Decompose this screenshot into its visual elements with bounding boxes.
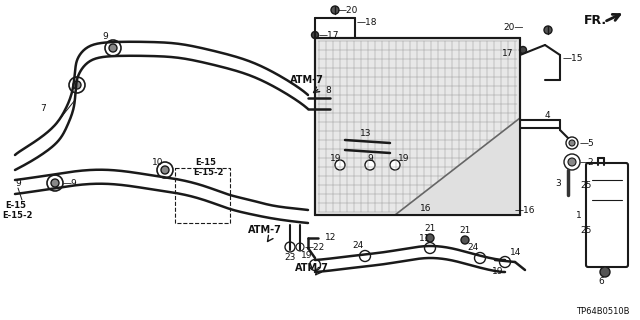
Text: 25: 25 [580,226,591,235]
Circle shape [568,158,576,166]
Circle shape [365,160,375,170]
Text: —9: —9 [63,179,77,188]
Text: —20: —20 [338,5,358,14]
Text: E-15: E-15 [5,201,26,210]
Text: 13: 13 [360,129,371,138]
Text: 9: 9 [367,154,373,163]
Text: ATM-7: ATM-7 [290,75,324,85]
Text: 19: 19 [330,154,342,163]
Text: —16: —16 [515,205,536,214]
Text: 9: 9 [102,31,108,41]
Text: 24: 24 [467,243,479,252]
Text: 7: 7 [40,103,45,113]
Text: 6: 6 [598,277,604,286]
Text: —5: —5 [580,139,595,148]
Circle shape [51,179,59,187]
Circle shape [426,234,434,242]
Circle shape [296,243,304,251]
Text: 19: 19 [301,251,313,260]
Circle shape [47,175,63,191]
Text: —17: —17 [319,30,339,39]
Circle shape [544,26,552,34]
Text: FR.: FR. [584,13,607,27]
Text: E-15: E-15 [195,157,216,166]
Text: E-15-2: E-15-2 [193,167,223,177]
Text: 21: 21 [459,226,470,235]
Text: 1: 1 [576,211,582,220]
Text: 25: 25 [580,180,591,189]
Text: E-15-2: E-15-2 [2,211,33,220]
Circle shape [161,166,169,174]
Circle shape [600,267,610,277]
Circle shape [335,160,345,170]
Circle shape [157,162,173,178]
Text: 23: 23 [284,253,296,262]
Circle shape [505,203,515,213]
Circle shape [424,243,435,253]
Text: —22: —22 [305,243,325,252]
Circle shape [109,44,117,52]
Polygon shape [315,38,520,215]
Polygon shape [395,118,520,215]
Text: —18: —18 [357,18,378,27]
FancyBboxPatch shape [586,163,628,267]
Text: —2: —2 [580,157,595,166]
Circle shape [312,31,319,38]
Text: 9: 9 [15,179,21,188]
Text: 12: 12 [325,233,337,242]
Text: ATM-7: ATM-7 [295,263,329,273]
Circle shape [69,77,85,93]
Circle shape [390,160,400,170]
Circle shape [564,154,580,170]
Text: 19: 19 [492,268,504,276]
Text: 8: 8 [325,85,331,94]
Circle shape [310,260,321,270]
Circle shape [566,137,578,149]
Text: 20—: 20— [504,22,524,31]
Circle shape [499,257,511,268]
Text: 24: 24 [353,241,364,250]
Circle shape [461,236,469,244]
Text: 3: 3 [555,179,561,188]
Text: 21: 21 [424,223,435,233]
Text: —15: —15 [563,53,584,62]
Text: 19: 19 [398,154,410,163]
Text: ATM-7: ATM-7 [248,225,282,235]
Circle shape [331,6,339,14]
Text: 4: 4 [545,110,550,119]
Circle shape [474,252,486,263]
Circle shape [360,251,371,261]
Circle shape [569,140,575,146]
Circle shape [425,190,435,200]
Text: TP64B0510B: TP64B0510B [577,308,630,316]
Text: 11: 11 [419,234,431,243]
Text: 16: 16 [420,204,431,212]
Circle shape [73,81,81,89]
Text: 10: 10 [152,157,163,166]
Circle shape [105,40,121,56]
Text: 14: 14 [510,247,522,257]
Circle shape [520,46,527,53]
Circle shape [285,242,295,252]
Text: 17: 17 [502,49,513,58]
